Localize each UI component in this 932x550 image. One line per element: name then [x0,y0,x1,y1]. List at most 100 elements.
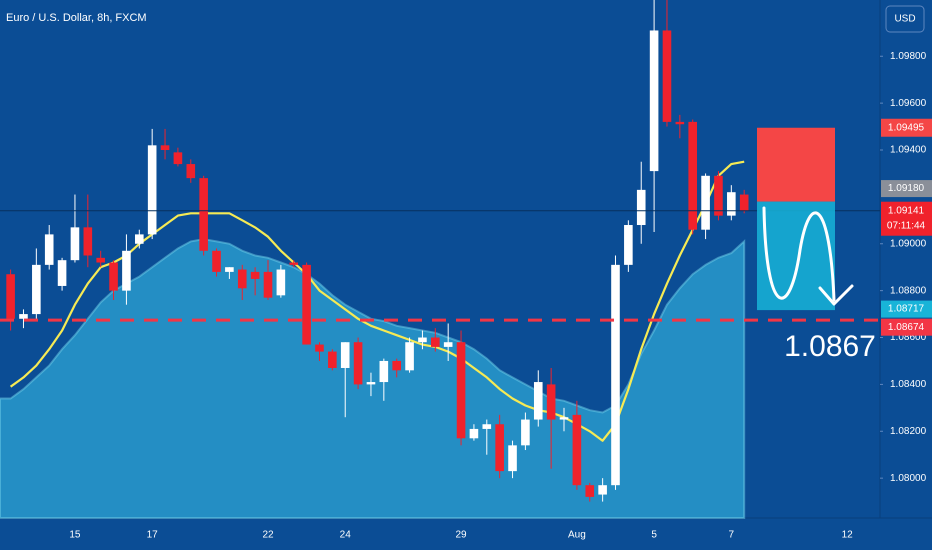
candle-body [199,178,208,251]
candle-body [122,250,131,291]
y-tick-label: 1.08600 [890,332,927,343]
y-tick-label: 1.08800 [890,285,927,296]
candle-body [675,121,685,125]
last-price-box [881,201,932,236]
candle-body [186,164,196,179]
y-tick-label: 1.09000 [890,238,927,249]
moving-average-line [9,160,745,442]
candle-body [289,262,299,265]
candles [6,0,749,502]
currency-button[interactable] [885,5,925,33]
candle-body [443,342,453,347]
stop-price-label: 1.09495 [888,122,925,133]
candle-body [533,382,543,420]
candle-body [508,445,517,472]
candle-body [19,314,28,319]
currency-label[interactable]: USD [894,14,915,25]
candle-body [585,485,595,497]
candle-body [572,414,582,486]
candle-body [263,271,273,298]
candle-body [701,175,710,230]
candle-body [649,30,659,172]
y-tick-label: 1.09800 [890,51,927,62]
chart-title: Euro / U.S. Dollar, 8h, FXCM [6,12,147,24]
candle-body [598,485,607,495]
candle-body [147,145,157,235]
candle-body [688,121,698,230]
x-tick-label: 22 [262,530,274,541]
x-tick-label: 15 [69,530,81,541]
candle-body [340,342,350,368]
candle-body [546,384,556,420]
candle-body [250,271,260,279]
candle-body [83,227,93,256]
candle-body [624,225,633,265]
candle-body [315,344,324,352]
candle-body [70,227,80,261]
countdown-label: 07:11:44 [887,220,926,231]
candle-body [32,264,41,315]
y-tick-label: 1.08000 [890,473,927,484]
stop-price-label-box [881,118,932,137]
candle-body [739,194,749,211]
annotation: 1.0867 [784,330,876,363]
candle-body [160,145,170,151]
candle-body [521,419,530,446]
x-tick-label: 5 [651,530,657,541]
candle-body [109,262,118,291]
axes: 1.08000 1.08200 1.08400 1.08600 1.08800 1.090… [69,51,932,541]
x-tick-label: 24 [340,530,352,541]
candle-body [173,152,183,165]
entry-price-label-box [881,180,932,198]
candle-body [727,192,736,216]
last-price-label: 1.09141 [888,205,925,216]
candle-body [392,360,401,371]
candle-body [714,175,723,216]
horizontal-line-label: 1.08674 [888,322,925,333]
drawings: 1.0867 [0,127,880,363]
x-tick-label: 12 [842,530,854,541]
candle-body [559,417,569,420]
candle-body [276,269,286,296]
y-tick-label: 1.09400 [890,145,927,156]
y-tick-label: 1.09600 [890,98,927,109]
entry-price-label: 1.09180 [888,183,925,194]
candle-body [237,269,247,289]
candle-body [662,30,672,122]
wave-arrow [762,206,836,302]
candle-body [353,342,363,385]
horizontal-line-label-box [881,318,932,336]
candle-body [212,250,221,272]
candle-body [418,337,427,343]
target-price-label: 1.08717 [888,304,925,315]
candle-body [135,234,144,244]
x-tick-label: 29 [455,530,467,541]
candle-body [611,264,620,486]
candle-body [405,342,414,371]
y-tick-label: 1.08400 [890,379,927,390]
candle-body [495,424,504,472]
stop-zone [757,127,835,202]
target-price-label-box [881,300,932,318]
candle-body [379,360,389,383]
candle-body [431,337,440,347]
candle-body [328,351,337,368]
candle-body [456,342,466,439]
candle-body [469,428,479,439]
x-tick-label: 7 [729,530,735,541]
candle-body [482,424,492,429]
candle-body [302,264,311,345]
candle-body [6,274,15,319]
candle-body [96,257,105,263]
candle-body [636,189,646,226]
y-tick-label: 1.08200 [890,426,927,437]
candle-body [366,382,376,385]
x-tick-label: Aug [568,530,586,541]
arrow-head [818,284,854,306]
x-tick-label: 17 [147,530,159,541]
candle-body [57,260,67,286]
candle-body [44,234,54,265]
candle-body [225,267,234,272]
